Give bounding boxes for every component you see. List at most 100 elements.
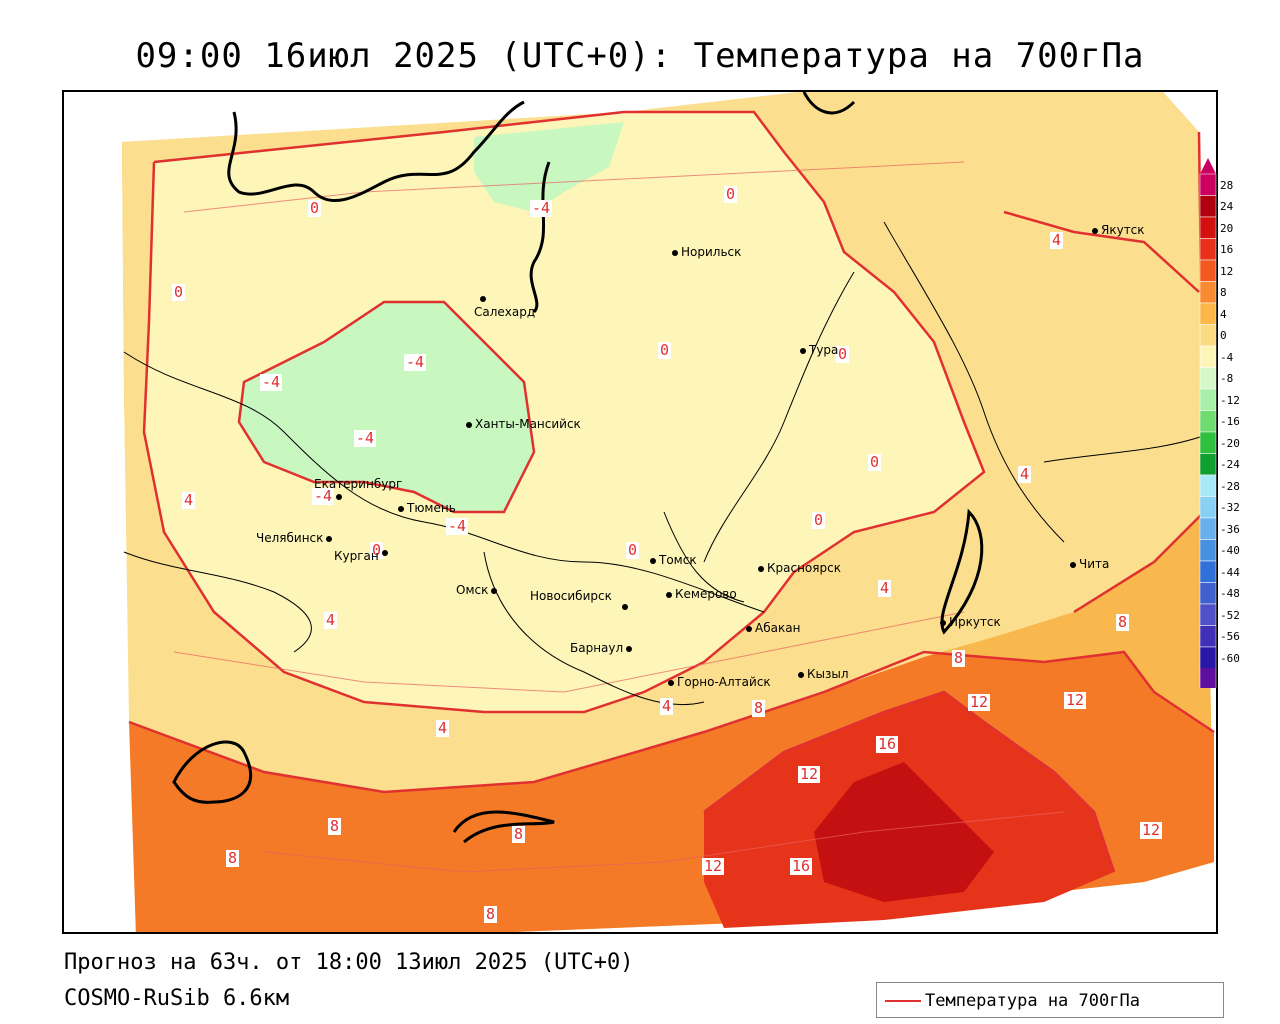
- scale-segment: [1199, 539, 1217, 562]
- contour-label: -4: [446, 517, 469, 535]
- contour-label: -4: [404, 353, 427, 371]
- city-label: Горно-Алтайск: [668, 676, 771, 688]
- scale-tick-label: -20: [1220, 436, 1240, 450]
- contour-label: 8: [484, 905, 498, 923]
- city-dot: [650, 557, 656, 564]
- scale-segment: [1199, 410, 1217, 433]
- city-dot: [466, 421, 472, 428]
- city-label: [382, 546, 391, 558]
- scale-segment: [1199, 259, 1217, 282]
- scale-tick-label: -48: [1220, 587, 1240, 601]
- forecast-info: Прогноз на 63ч. от 18:00 13июл 2025 (UTC…: [64, 950, 634, 975]
- city-name: Курган: [334, 549, 379, 563]
- city-label: Екатеринбург: [314, 478, 402, 490]
- map-title: 09:00 16июл 2025 (UTC+0): Температура на…: [135, 36, 1145, 76]
- scale-tick-label: -40: [1220, 544, 1240, 558]
- city-name: Красноярск: [767, 561, 841, 575]
- city-dot: [491, 587, 498, 594]
- city-label: [622, 600, 631, 612]
- scale-tick-label: 24: [1220, 200, 1234, 214]
- color-scale: 28 24 20 16 12 8 4 0 -4 -8 -12 -16 -20 -24 -28 -32 -36 -4…: [1198, 158, 1278, 688]
- contour-label: 0: [172, 283, 186, 301]
- scale-segment: [1199, 496, 1217, 519]
- city-name: Салехард: [474, 305, 536, 319]
- map-canvas: [64, 92, 1216, 932]
- scale-segment: [1199, 281, 1217, 304]
- scale-tick-label: -56: [1220, 630, 1240, 644]
- city-dot: [336, 493, 342, 500]
- contour-label: 4: [324, 611, 338, 629]
- city-label: Омск: [456, 584, 500, 596]
- model-info: COSMO-RuSib 6.6км: [64, 986, 290, 1011]
- scale-segment: [1199, 238, 1217, 261]
- scale-tick-label: -32: [1220, 501, 1240, 515]
- city-label: Кемерово: [666, 588, 737, 600]
- city-name: Горно-Алтайск: [677, 675, 771, 689]
- city-name: Тюмень: [407, 501, 456, 515]
- city-label: Ханты-Мансийск: [466, 418, 581, 430]
- scale-segment: [1199, 173, 1217, 196]
- city-name: Абакан: [755, 621, 801, 635]
- city-dot: [758, 565, 764, 572]
- city-dot: [398, 505, 404, 512]
- contour-label: 8: [952, 649, 966, 667]
- city-name: Омск: [456, 583, 489, 597]
- contour-label: 4: [878, 579, 892, 597]
- scale-segment: [1199, 216, 1217, 239]
- contour-label: -4: [312, 487, 335, 505]
- contour-label: -4: [530, 199, 553, 217]
- contour-label: 12: [1140, 821, 1163, 839]
- scale-segment: [1199, 431, 1217, 454]
- contour-label: -4: [354, 429, 377, 447]
- scale-segment: [1199, 388, 1217, 411]
- city-label: Якутск: [1092, 224, 1145, 236]
- color-scale-bar: [1199, 158, 1217, 688]
- scale-segment: [1199, 324, 1217, 347]
- city-name: Ханты-Мансийск: [475, 417, 581, 431]
- city-label: Челябинск: [256, 532, 335, 544]
- city-label: Абакан: [746, 622, 800, 634]
- contour-label: 0: [658, 341, 672, 359]
- scale-tick-label: -4: [1220, 350, 1234, 364]
- legend-label: Температура на 700гПа: [925, 991, 1140, 1011]
- scale-tick-label: 16: [1220, 243, 1234, 257]
- scale-tick-label: -60: [1220, 651, 1240, 665]
- city-name: Кызыл: [807, 667, 849, 681]
- contour-label: 4: [660, 697, 674, 715]
- city-name: Челябинск: [256, 531, 324, 545]
- scale-tick-label: -52: [1220, 608, 1240, 622]
- city-label: Тура: [800, 344, 838, 356]
- contour-label: 0: [626, 541, 640, 559]
- contour-label: 4: [182, 491, 196, 509]
- thin-isotherms: [173, 161, 1065, 873]
- scale-tick-label: 8: [1220, 286, 1227, 300]
- contour-label: 4: [436, 719, 450, 737]
- contour-label: 0: [812, 511, 826, 529]
- contour-label: 16: [790, 857, 813, 875]
- city-label: Норильск: [672, 246, 741, 258]
- scale-tick-label: -8: [1220, 372, 1234, 386]
- city-dot: [626, 645, 633, 652]
- scale-arrow-bottom: [1200, 668, 1216, 686]
- contour-label: 12: [702, 857, 725, 875]
- scale-tick-label: 20: [1220, 221, 1234, 235]
- city-dot: [940, 619, 946, 626]
- temperature-map: 0 0 0 0 0 0 0 0 0 -4 -4 -4 -4 -4 -4 4 4 …: [62, 90, 1218, 934]
- city-dot: [800, 347, 806, 354]
- scale-tick-label: -24: [1220, 458, 1240, 472]
- scale-segment: [1199, 453, 1217, 476]
- scale-tick-label: -16: [1220, 415, 1240, 429]
- scale-segment: [1199, 582, 1217, 605]
- scale-segment: [1199, 302, 1217, 325]
- city-dot: [480, 295, 486, 302]
- scale-segment: [1199, 345, 1217, 368]
- legend: Температура на 700гПа: [876, 982, 1224, 1018]
- city-label: Тюмень: [398, 502, 456, 514]
- scale-tick-label: 4: [1220, 307, 1227, 321]
- contour-label: -4: [260, 373, 283, 391]
- scale-tick-label: -28: [1220, 479, 1240, 493]
- scale-tick-label: -44: [1220, 565, 1240, 579]
- scale-tick-label: -36: [1220, 522, 1240, 536]
- contour-label: 8: [752, 699, 766, 717]
- scale-tick-label: -12: [1220, 393, 1240, 407]
